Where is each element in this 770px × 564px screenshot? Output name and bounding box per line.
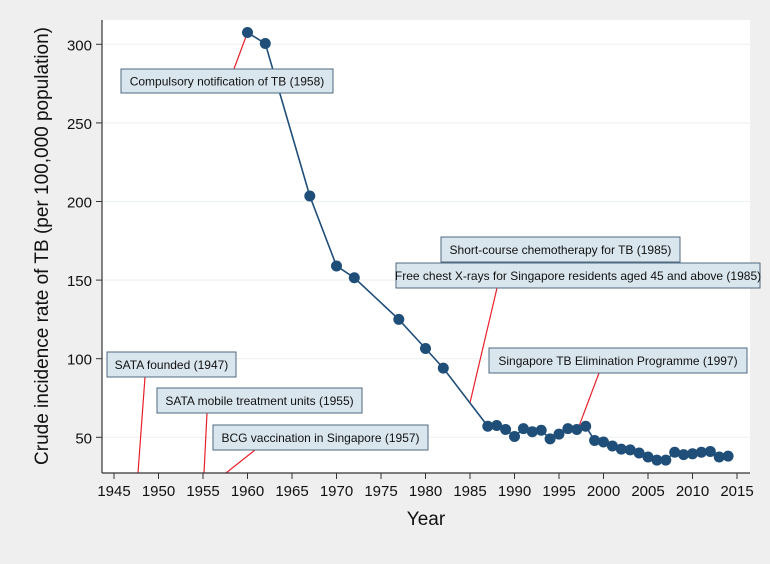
x-tick-label: 1960: [231, 483, 264, 500]
x-tick-label: 1965: [275, 483, 308, 500]
x-tick-label: 2010: [676, 483, 709, 500]
data-point: [304, 190, 316, 202]
annotation-box: Compulsory notification of TB (1958): [120, 68, 334, 94]
y-tick-label: 100: [67, 352, 92, 369]
annotation-box-frame: [440, 236, 681, 263]
data-point: [517, 423, 529, 435]
data-point: [660, 454, 672, 466]
data-point: [669, 446, 681, 458]
data-point: [695, 446, 707, 458]
annotation-box: Singapore TB Elimination Programme (1997…: [488, 347, 748, 374]
annotation-box-frame: [212, 424, 429, 451]
y-tick-label: 200: [67, 195, 92, 212]
annotation-label: Short-course chemotherapy for TB (1985): [450, 243, 672, 257]
annotation-label: BCG vaccination in Singapore (1957): [221, 431, 419, 445]
annotation-lines: [137, 32, 600, 474]
axes: 50 100 150 200 250 300 1945 1950 1955 1960 1965 197…: [67, 20, 754, 500]
annotation-box-frame: [156, 387, 363, 414]
data-point: [713, 451, 725, 463]
data-point: [491, 420, 503, 432]
data-point: [562, 423, 574, 435]
series-line: [242, 27, 734, 466]
data-point: [633, 447, 645, 459]
data-point: [678, 449, 690, 461]
annotation-pointer-line: [577, 372, 600, 430]
x-tick-label: 1950: [142, 483, 175, 500]
annotation-box-frame: [395, 262, 761, 289]
data-point: [642, 451, 654, 463]
x-tick-label: 1975: [364, 483, 397, 500]
data-point: [598, 436, 609, 448]
x-tick-label: 1985: [453, 483, 486, 500]
data-point: [535, 424, 547, 436]
x-tick-label: 1995: [542, 483, 575, 500]
data-point: [509, 431, 520, 443]
data-point: [615, 443, 627, 455]
x-tick-label: 2000: [587, 483, 620, 500]
annotation-label: SATA founded (1947): [115, 358, 229, 372]
annotation-box-frame: [106, 351, 237, 378]
annotation-box: SATA founded (1947): [106, 351, 237, 378]
annotation-box-frame: [488, 347, 748, 374]
annotation-pointer-line: [203, 412, 208, 474]
annotation-box: SATA mobile treatment units (1955): [156, 387, 363, 414]
annotation-box: BCG vaccination in Singapore (1957): [212, 424, 429, 451]
data-point: [589, 434, 601, 446]
data-point: [580, 420, 592, 432]
annotation-box: Free chest X-rays for Singapore resident…: [395, 262, 761, 289]
data-point: [722, 450, 734, 462]
x-tick-label: 1955: [186, 483, 219, 500]
annotation-label: Free chest X-rays for Singapore resident…: [395, 269, 761, 283]
data-point: [624, 444, 636, 456]
data-point: [393, 313, 405, 325]
data-point: [704, 445, 716, 457]
annotation-box-frame: [120, 68, 334, 94]
y-axis-label: Crude incidence rate of TB (per 100,000 …: [32, 27, 53, 465]
data-point: [437, 362, 449, 374]
data-point: [348, 272, 360, 284]
data-point: [526, 426, 538, 438]
data-point: [482, 420, 494, 432]
annotation-box: Short-course chemotherapy for TB (1985): [440, 236, 681, 263]
annotation-pointer-line: [225, 449, 256, 474]
x-axis-label: Year: [407, 509, 446, 530]
annotation-pointer-line: [137, 376, 146, 474]
data-point: [651, 454, 663, 466]
data-point: [571, 423, 583, 435]
annotation-label: SATA mobile treatment units (1955): [165, 394, 353, 408]
x-tick-label: 2015: [720, 483, 753, 500]
x-tick-label: 1990: [498, 483, 531, 500]
y-tick-label: 50: [75, 430, 92, 447]
data-point: [687, 448, 698, 460]
annotation-boxes: Compulsory notification of TB (1958) Shor…: [106, 68, 761, 451]
y-tick-label: 250: [67, 116, 92, 133]
data-point: [259, 38, 271, 50]
annotation-pointer-line: [469, 287, 498, 403]
data-point: [544, 433, 556, 445]
x-tick-label: 1970: [320, 483, 353, 500]
data-point: [500, 423, 512, 435]
x-tick-label: 1980: [409, 483, 442, 500]
annotation-label: Compulsory notification of TB (1958): [130, 75, 325, 89]
y-tick-label: 150: [67, 273, 92, 290]
data-point: [606, 440, 618, 452]
x-tick-label: 1945: [97, 483, 130, 500]
data-point: [242, 27, 253, 39]
data-point: [420, 342, 431, 354]
x-tick-label: 2005: [631, 483, 664, 500]
data-point: [553, 428, 565, 440]
y-tick-label: 300: [67, 37, 92, 54]
data-point: [331, 260, 342, 272]
annotation-label: Singapore TB Elimination Programme (1997…: [498, 354, 737, 368]
